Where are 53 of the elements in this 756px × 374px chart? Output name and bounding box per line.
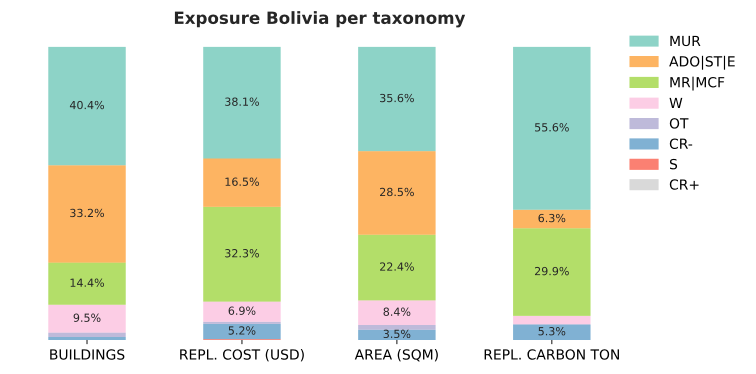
data-label: 5.3% (538, 327, 566, 336)
bar (358, 151, 436, 235)
x-tick-label: BUILDINGS (50, 349, 124, 360)
data-label: 16.5% (226, 178, 259, 186)
legend-label: ADO|ST|E (669, 56, 735, 70)
legend-label: S (670, 158, 678, 170)
bar (203, 302, 281, 322)
data-label: 6.9% (228, 306, 256, 315)
bar (203, 46, 281, 159)
data-label: 29.9% (534, 266, 569, 276)
bar (48, 337, 126, 340)
data-label: 33.2% (70, 208, 104, 218)
bar (358, 300, 436, 326)
data-label: 55.6% (535, 123, 569, 132)
data-label: 28.5% (380, 188, 414, 196)
bar (48, 304, 126, 333)
bar (48, 262, 126, 305)
bar (513, 324, 591, 340)
data-label: 6.3% (538, 214, 566, 222)
data-label: 38.1% (225, 97, 259, 106)
data-label: 9.5% (74, 314, 101, 322)
data-label: 32.3% (225, 249, 259, 258)
data-label: 35.6% (380, 94, 414, 102)
legend-label: CR+ (670, 179, 699, 190)
x-tick-label: AREA (SQM) (354, 349, 438, 362)
chart-title: Exposure Bolivia per taxonomy (174, 11, 466, 28)
bar (203, 158, 281, 207)
bar (513, 210, 591, 228)
data-label: 14.4% (70, 278, 104, 287)
legend-label: MUR (670, 36, 700, 46)
legend-label: CR- (670, 138, 692, 150)
bar (48, 46, 126, 166)
bar (358, 234, 436, 300)
bar (48, 332, 126, 338)
bar (513, 228, 591, 316)
legend-label: MR|MCF (670, 76, 724, 91)
x-tick-label: REPL. CARBON TON (484, 349, 619, 360)
bar (203, 206, 281, 302)
bar (358, 325, 436, 330)
data-label: 22.4% (380, 262, 414, 271)
x-tick-label: REPL. COST (USD) (180, 349, 304, 362)
data-label: 5.2% (228, 326, 256, 335)
bar (203, 324, 281, 340)
data-label: 40.4% (70, 100, 104, 110)
legend-label: OT (670, 118, 688, 129)
bar (358, 46, 436, 152)
bar (48, 165, 126, 263)
bar (513, 46, 591, 210)
data-label: 8.4% (384, 308, 410, 316)
bar (513, 316, 591, 324)
data-label: 3.5% (384, 330, 410, 338)
bar (358, 330, 436, 340)
legend-label: W (670, 98, 682, 108)
